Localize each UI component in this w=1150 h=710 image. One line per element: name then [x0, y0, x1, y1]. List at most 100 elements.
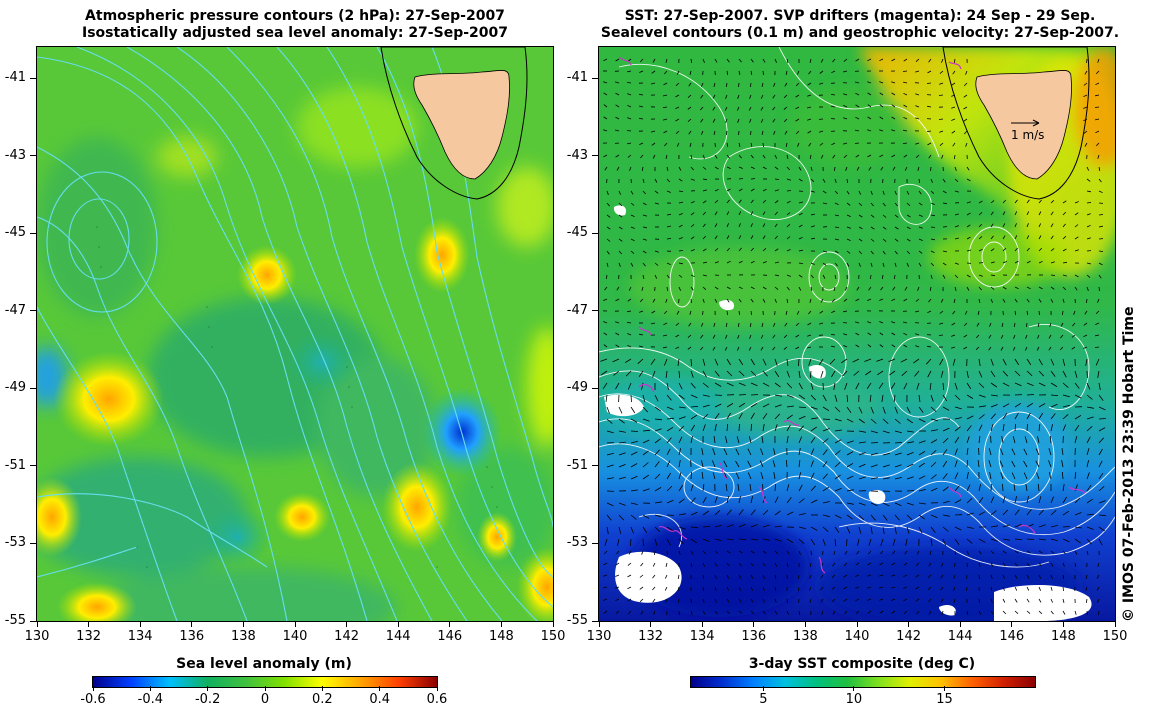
x-tick-label: 148 [488, 629, 514, 644]
x-tick-mark [36, 621, 38, 627]
velocity-arrow [1074, 497, 1081, 504]
velocity-arrow [1062, 382, 1069, 388]
velocity-arrow [762, 223, 766, 228]
velocity-arrow [918, 178, 921, 183]
velocity-arrow [654, 274, 658, 279]
velocity-arrow [903, 321, 908, 324]
velocity-arrow [652, 574, 656, 579]
velocity-arrow [774, 496, 779, 504]
velocity-arrow [1074, 394, 1082, 399]
velocity-arrow [678, 213, 683, 216]
velocity-arrow [870, 514, 876, 521]
velocity-arrow [762, 382, 770, 387]
velocity-arrow [953, 298, 956, 303]
velocity-arrow [798, 406, 807, 408]
velocity-arrow [906, 202, 911, 206]
velocity-arrow [762, 598, 766, 603]
colorbar-tick-mark [321, 686, 323, 691]
velocity-arrow [630, 250, 635, 254]
velocity-arrow [702, 223, 706, 228]
velocity-arrow [1083, 82, 1088, 86]
velocity-arrow [606, 406, 610, 414]
velocity-arrow [822, 514, 830, 518]
colorbar-tick-label: 15 [936, 692, 953, 707]
velocity-arrow [774, 404, 782, 408]
velocity-arrow [832, 562, 836, 567]
velocity-arrow [1074, 201, 1079, 204]
velocity-arrow [978, 497, 984, 504]
y-tick-label: -41 [566, 70, 588, 86]
velocity-arrow [894, 526, 897, 534]
velocity-arrow [1014, 524, 1022, 528]
velocity-arrow [774, 598, 777, 603]
velocity-arrow [990, 525, 998, 528]
y-tick-mark [592, 465, 598, 467]
velocity-arrow [1059, 346, 1064, 351]
velocity-arrow [675, 130, 680, 134]
velocity-arrow [785, 142, 788, 147]
x-tick-mark [701, 621, 703, 627]
velocity-arrow [1002, 509, 1009, 516]
velocity-arrow [843, 93, 848, 96]
velocity-arrow [927, 105, 932, 108]
velocity-arrow [810, 190, 815, 193]
velocity-arrow [786, 248, 791, 252]
velocity-arrow [1061, 460, 1064, 468]
velocity-arrow [762, 70, 764, 76]
velocity-arrow [915, 105, 920, 108]
velocity-arrow [1035, 460, 1040, 468]
velocity-arrow [834, 262, 838, 267]
velocity-arrow [858, 406, 863, 414]
velocity-arrow [963, 322, 968, 327]
velocity-arrow [822, 526, 829, 532]
velocity-arrow [918, 502, 926, 505]
velocity-arrow [822, 438, 829, 444]
velocity-arrow [784, 322, 788, 327]
velocity-arrow [666, 213, 671, 216]
velocity-arrow [844, 550, 848, 555]
velocity-arrow [606, 202, 610, 207]
x-tick-label: 138 [230, 629, 256, 644]
velocity-arrow [858, 226, 863, 230]
velocity-arrow [1014, 562, 1018, 567]
x-tick-label: 132 [638, 629, 663, 644]
velocity-arrow [639, 574, 644, 578]
velocity-arrow [942, 437, 949, 444]
velocity-arrow [941, 610, 944, 615]
velocity-arrow [831, 370, 836, 378]
velocity-arrow [807, 118, 812, 121]
x-tick-mark [552, 621, 554, 627]
velocity-arrow [1050, 538, 1058, 542]
x-tick-label: 136 [741, 629, 767, 644]
y-tick-mark [592, 77, 598, 79]
velocity-arrow [1062, 586, 1064, 592]
velocity-arrow [750, 82, 752, 88]
velocity-arrow [941, 58, 944, 63]
velocity-arrow [930, 166, 932, 172]
velocity-arrow [678, 472, 682, 480]
velocity-arrow [834, 238, 839, 241]
colorbar-tick-label: -0.4 [137, 692, 164, 707]
velocity-arrow [712, 472, 716, 480]
velocity-arrow [702, 424, 706, 432]
velocity-arrow [714, 298, 718, 303]
velocity-arrow [678, 448, 682, 456]
velocity-arrow [702, 598, 705, 603]
velocity-arrow [615, 116, 620, 120]
velocity-arrow [702, 274, 707, 277]
velocity-scale-label: 1 m/s [1011, 128, 1044, 142]
velocity-arrow [1014, 199, 1018, 204]
velocity-arrow [843, 333, 848, 336]
velocity-arrow [894, 250, 898, 255]
velocity-arrow [774, 510, 781, 516]
velocity-arrow [846, 190, 850, 195]
velocity-arrow [774, 166, 779, 170]
velocity-arrow [1026, 382, 1034, 386]
velocity-arrow [1086, 484, 1092, 492]
y-tick-mark [30, 310, 36, 312]
velocity-arrow [1000, 448, 1004, 456]
velocity-arrow [678, 425, 685, 432]
velocity-arrow [867, 562, 872, 566]
velocity-arrow [926, 358, 932, 365]
velocity-arrow [774, 178, 780, 180]
